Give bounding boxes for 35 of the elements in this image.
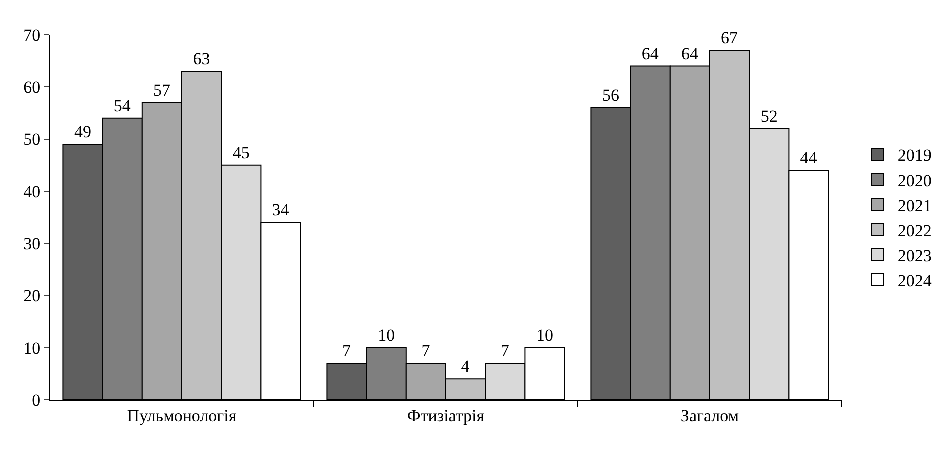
legend-label: 2023 (898, 246, 932, 266)
legend-label: 2024 (898, 272, 932, 291)
y-tick-label: 70 (24, 26, 41, 45)
data-label: 45 (232, 143, 250, 162)
y-tick-label: 60 (24, 78, 41, 98)
data-label: 63 (193, 50, 210, 68)
data-label: 49 (74, 122, 92, 142)
data-label: 34 (272, 200, 290, 220)
data-label: 52 (760, 106, 778, 126)
data-label: 56 (602, 86, 620, 105)
data-label: 7 (422, 342, 431, 360)
y-tick-label: 30 (24, 234, 41, 254)
data-label: 4 (461, 357, 470, 376)
data-label: 10 (378, 326, 396, 345)
legend-label: 2020 (898, 171, 932, 190)
x-tick-label: Загалом (680, 406, 740, 426)
data-label: 7 (342, 342, 352, 360)
data-label: 57 (153, 80, 171, 100)
data-label: 67 (721, 28, 739, 48)
data-label: 44 (800, 148, 818, 168)
y-tick-label: 0 (32, 390, 41, 410)
data-label: 10 (536, 326, 554, 345)
y-tick-label: 20 (24, 286, 41, 306)
y-tick-label: 50 (24, 130, 41, 150)
x-tick-label: Пульмонологія (127, 406, 237, 426)
data-label: 54 (114, 96, 132, 116)
y-tick-label: 40 (24, 182, 41, 202)
data-label: 7 (500, 342, 510, 360)
y-tick-label: 10 (24, 338, 41, 358)
legend-label: 2022 (898, 221, 932, 240)
data-label: 64 (681, 44, 699, 64)
legend-label: 2021 (898, 196, 932, 216)
x-tick-label: Фтизіатрія (407, 406, 485, 426)
legend-label: 2019 (898, 146, 932, 166)
data-label: 64 (642, 44, 660, 64)
